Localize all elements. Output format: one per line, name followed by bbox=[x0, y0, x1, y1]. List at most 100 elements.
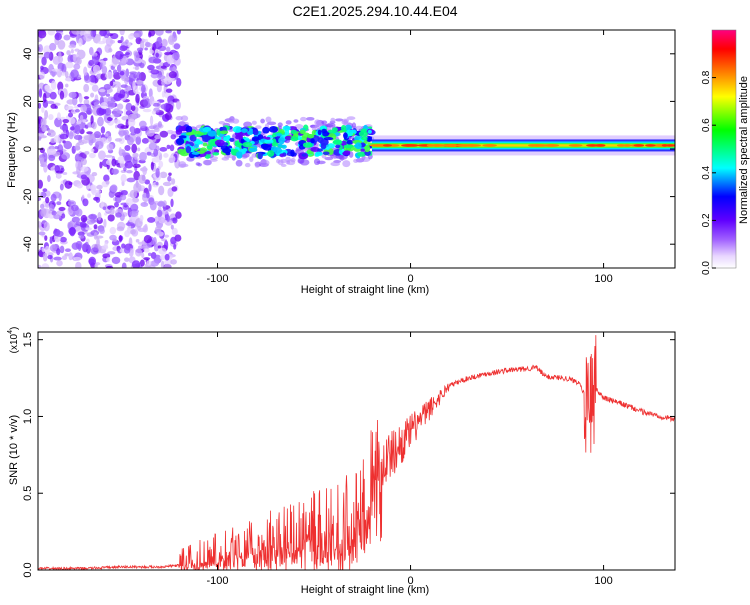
noise-speck bbox=[92, 64, 101, 74]
noise-speck bbox=[105, 180, 110, 185]
line-peak bbox=[644, 144, 656, 147]
band-blob bbox=[264, 138, 274, 144]
line-peak bbox=[664, 144, 675, 147]
noise-speck bbox=[142, 165, 148, 176]
noise-speck bbox=[53, 256, 62, 261]
band-blob bbox=[214, 139, 225, 147]
noise-speck bbox=[137, 241, 145, 245]
noise-speck bbox=[59, 90, 65, 100]
noise-speck bbox=[115, 212, 122, 218]
band-blob bbox=[321, 128, 327, 134]
noise-speck bbox=[93, 102, 98, 106]
noise-speck bbox=[147, 64, 155, 71]
band-blob bbox=[314, 151, 323, 156]
snr-xtick-label: 100 bbox=[594, 575, 612, 587]
colorbar-tick-label: 0.2 bbox=[701, 213, 712, 227]
noise-speck bbox=[119, 161, 125, 169]
noise-speck bbox=[90, 148, 95, 153]
noise-speck bbox=[167, 35, 175, 45]
noise-speck bbox=[121, 243, 126, 249]
noise-speck bbox=[138, 174, 146, 184]
noise-speck bbox=[53, 214, 62, 220]
band-blob bbox=[229, 137, 235, 142]
noise-speck bbox=[88, 152, 96, 159]
noise-speck bbox=[124, 145, 131, 152]
band-blob bbox=[290, 136, 299, 142]
noise-speck bbox=[128, 33, 135, 40]
noise-speck bbox=[159, 217, 166, 224]
band-blob bbox=[367, 129, 372, 134]
noise-speck bbox=[116, 64, 122, 73]
band-blob bbox=[302, 142, 313, 148]
noise-speck bbox=[62, 172, 68, 176]
noise-speck bbox=[148, 252, 152, 257]
noise-speck bbox=[51, 68, 61, 72]
colorbar-axes: 0.0 0.2 0.4 0.6 0.8 bbox=[701, 70, 716, 275]
noise-speck bbox=[75, 240, 83, 250]
noise-speck bbox=[91, 55, 99, 65]
noise-speck bbox=[111, 256, 121, 265]
band-blob bbox=[274, 133, 283, 137]
noise-speck bbox=[125, 102, 133, 112]
noise-speck bbox=[172, 217, 178, 224]
noise-speck bbox=[70, 126, 75, 131]
noise-speck bbox=[80, 104, 87, 113]
band-blob bbox=[346, 139, 354, 145]
noise-speck bbox=[67, 112, 74, 118]
band-blob bbox=[197, 140, 204, 145]
noise-speck bbox=[98, 107, 107, 115]
noise-speck bbox=[134, 155, 138, 160]
noise-speck bbox=[105, 93, 111, 97]
noise-speck bbox=[42, 188, 48, 193]
band-halo bbox=[341, 119, 349, 125]
noise-speck bbox=[63, 140, 73, 150]
band-blob bbox=[260, 143, 269, 148]
noise-speck bbox=[150, 69, 160, 75]
noise-speck bbox=[100, 126, 106, 134]
band-blob bbox=[206, 145, 213, 150]
noise-speck bbox=[158, 247, 167, 255]
snr-axes: -100 0 100 0.0 0.5 1.0 1.5 bbox=[22, 332, 675, 587]
band-blob bbox=[225, 151, 231, 156]
snr-plot-area bbox=[38, 335, 675, 570]
band-halo bbox=[260, 118, 265, 124]
noise-speck bbox=[49, 244, 58, 252]
noise-speck bbox=[141, 84, 146, 93]
noise-speck bbox=[80, 158, 87, 166]
band-halo bbox=[241, 153, 250, 158]
snr-xtick-label: 0 bbox=[407, 575, 413, 587]
noise-speck bbox=[84, 241, 90, 250]
band-blob bbox=[191, 151, 200, 155]
noise-speck bbox=[166, 129, 174, 135]
noise-speck bbox=[138, 30, 143, 37]
noise-speck bbox=[149, 116, 154, 125]
noise-speck bbox=[111, 168, 120, 175]
band-blob bbox=[354, 142, 362, 150]
noise-speck bbox=[78, 37, 83, 47]
line-peak bbox=[456, 144, 474, 147]
noise-speck bbox=[146, 129, 155, 137]
noise-speck bbox=[61, 63, 67, 74]
band-blob bbox=[332, 127, 338, 132]
band-blob bbox=[222, 148, 232, 154]
noise-speck bbox=[170, 224, 174, 230]
noise-speck bbox=[118, 235, 123, 243]
snr-ytick-label: 0.5 bbox=[22, 486, 34, 501]
noise-speck bbox=[154, 226, 162, 233]
noise-speck bbox=[110, 184, 118, 193]
noise-speck bbox=[65, 83, 69, 88]
noise-speck bbox=[55, 170, 63, 174]
band-blob bbox=[267, 150, 275, 157]
noise-speck bbox=[147, 216, 156, 223]
band-blob bbox=[212, 152, 220, 156]
band-blob bbox=[248, 147, 258, 153]
noise-speck bbox=[94, 140, 104, 150]
noise-speck bbox=[42, 92, 47, 103]
noise-speck bbox=[104, 154, 113, 158]
noise-speck bbox=[119, 89, 126, 99]
noise-speck bbox=[124, 154, 132, 163]
noise-speck bbox=[57, 144, 64, 154]
band-blob bbox=[299, 129, 306, 135]
